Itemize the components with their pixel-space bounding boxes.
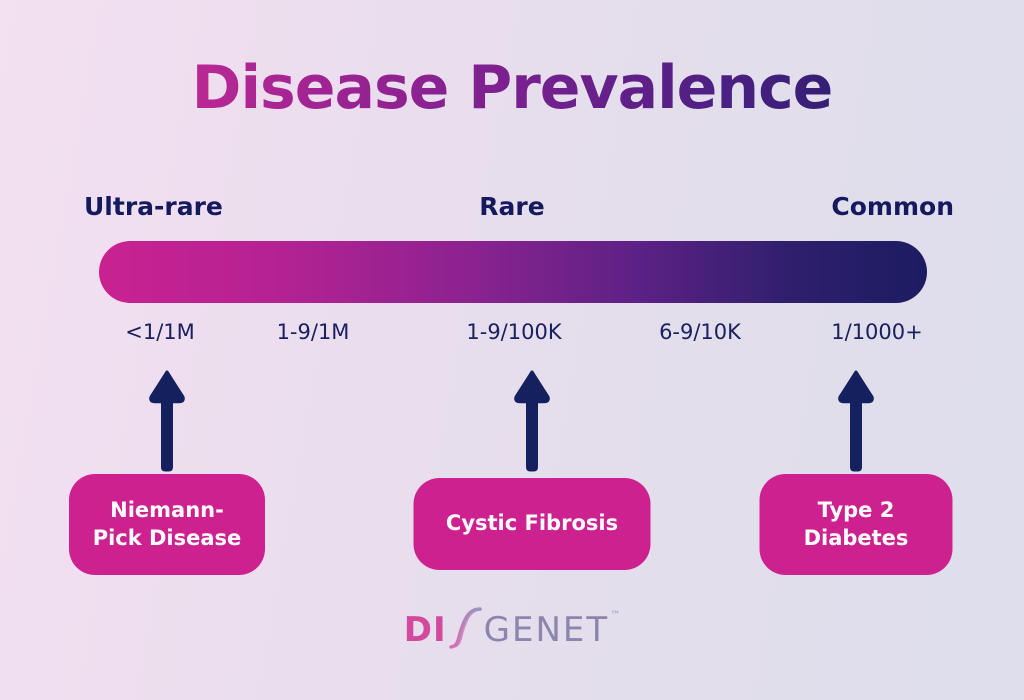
- s-curve-swoosh-icon: [448, 606, 483, 654]
- disease-label-text: Cystic Fibrosis: [445, 511, 619, 536]
- disease-label-type-2-diabetes[interactable]: Type 2 Diabetes: [759, 474, 953, 575]
- arrow-up-icon: [837, 370, 875, 472]
- logo-text-genet: GENET: [483, 610, 610, 650]
- tick-label: <1/1M: [125, 320, 195, 344]
- disease-label-text: Niemann- Pick Disease: [92, 497, 242, 550]
- category-label-ultra-rare: Ultra-rare: [84, 192, 223, 221]
- tick-label: 6-9/10K: [659, 320, 741, 344]
- disgenet-logo: DI GENET ™: [0, 606, 1024, 654]
- tick-label: 1-9/100K: [466, 320, 562, 344]
- disease-label-niemann-pick-disease[interactable]: Niemann- Pick Disease: [69, 474, 265, 575]
- disease-label-text: Type 2 Diabetes: [803, 497, 909, 550]
- page-title: Disease Prevalence: [0, 58, 1024, 118]
- tick-label: 1/1000+: [831, 320, 923, 344]
- arrow-up-icon: [148, 370, 186, 472]
- prevalence-gradient-bar: [99, 241, 927, 303]
- tick-label: 1-9/1M: [276, 320, 350, 344]
- category-label-rare: Rare: [479, 192, 545, 221]
- logo-trademark: ™: [610, 610, 621, 621]
- logo-text-di: DI: [403, 610, 447, 650]
- disease-label-cystic-fibrosis[interactable]: Cystic Fibrosis: [413, 478, 651, 570]
- arrow-up-icon: [513, 370, 551, 472]
- category-label-common: Common: [831, 192, 954, 221]
